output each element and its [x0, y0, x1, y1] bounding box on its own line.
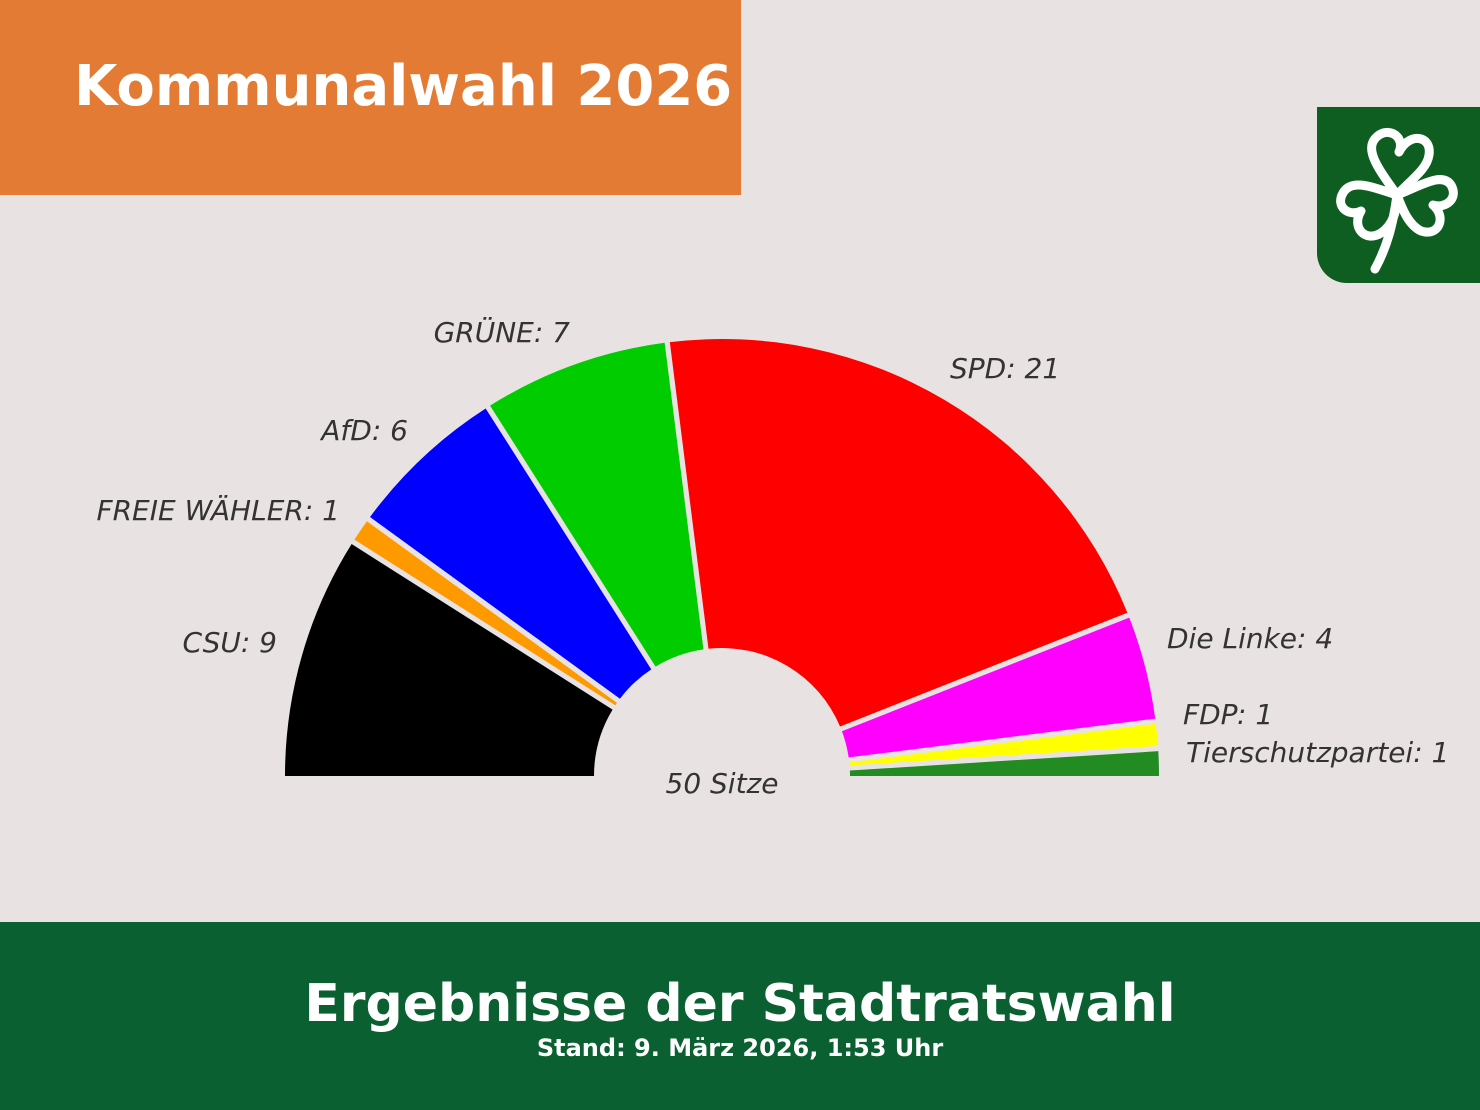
slice-tierschutzpartei — [849, 751, 1159, 776]
slice-fdp — [849, 723, 1158, 766]
label-afd: AfD: 6 — [319, 414, 408, 447]
label-tierschutzpartei: Tierschutzpartei: 1 — [1186, 736, 1449, 769]
slice-spd — [669, 338, 1128, 727]
center-label: 50 Sitze — [666, 767, 779, 800]
slice-freie-wähler — [354, 521, 617, 706]
label-csu: CSU: 9 — [183, 626, 278, 659]
label-fdp: FDP: 1 — [1183, 698, 1273, 731]
label-grüne: GRÜNE: 7 — [434, 315, 571, 349]
page-title: Kommunalwahl 2026 — [74, 54, 733, 119]
footer-banner — [0, 922, 1480, 1110]
slice-csu — [285, 544, 613, 776]
header-banner — [0, 0, 741, 195]
label-freie-wähler: FREIE WÄHLER: 1 — [97, 494, 341, 527]
logo — [1317, 107, 1480, 283]
label-spd: SPD: 21 — [950, 352, 1060, 385]
footer-title: Ergebnisse der Stadtratswahl — [304, 974, 1176, 1034]
slice-afd — [370, 408, 652, 699]
slice-grüne — [490, 342, 704, 667]
label-die-linke: Die Linke: 4 — [1167, 622, 1333, 655]
slice-die-linke — [841, 617, 1156, 758]
footer-subtitle: Stand: 9. März 2026, 1:53 Uhr — [536, 1034, 944, 1062]
shamrock-icon — [1336, 127, 1458, 274]
